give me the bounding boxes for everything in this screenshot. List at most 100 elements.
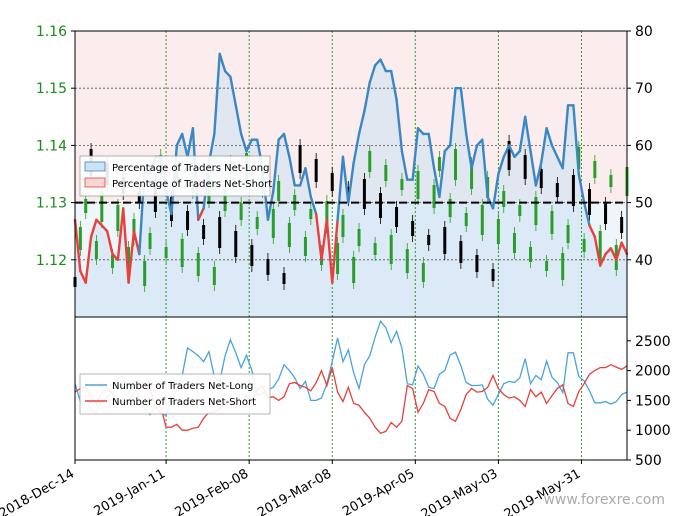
sentiment-segment <box>282 132 291 159</box>
price-candle <box>529 247 533 262</box>
legend-swatch <box>84 161 106 172</box>
legend-box <box>79 373 271 415</box>
price-candle <box>287 223 291 247</box>
left-tick-label: 1.13 <box>36 196 67 212</box>
sentiment-segment <box>459 86 468 136</box>
price-candle <box>378 193 382 218</box>
price-candle <box>400 179 404 190</box>
sentiment-segment <box>314 212 323 261</box>
sentiment-segment <box>234 104 243 136</box>
price-candle <box>416 171 420 199</box>
price-candle <box>282 273 286 284</box>
bottom-legend: Number of Traders Net-Long Number of Trad… <box>79 373 271 415</box>
sentiment-segment <box>534 161 543 187</box>
price-candle <box>352 257 356 283</box>
price-candle <box>534 197 538 225</box>
price-candle <box>502 191 506 207</box>
price-candle <box>303 237 307 256</box>
sentiment-segment <box>309 195 318 216</box>
x-tick-label: 2019-Feb-08 <box>173 466 252 516</box>
price-candle <box>239 203 243 220</box>
price-candle <box>421 263 425 282</box>
price-candle <box>545 261 549 271</box>
sentiment-segment <box>288 155 296 187</box>
price-candle <box>212 267 216 285</box>
price-candle <box>277 181 281 201</box>
sentiment-segment <box>609 247 618 261</box>
price-candle <box>164 247 168 258</box>
price-candle <box>491 269 495 281</box>
sentiment-segment <box>465 132 473 170</box>
sentiment-segment <box>352 132 361 164</box>
right-tick-label: 40 <box>635 253 653 269</box>
x-tick-label: 2019-Jan-11 <box>91 466 168 516</box>
sentiment-segment <box>95 218 103 227</box>
right-tick-label: 70 <box>635 81 653 97</box>
right-tick-label: 60 <box>635 138 653 154</box>
sentiment-segment <box>620 241 629 256</box>
price-candle <box>132 219 136 240</box>
sentiment-segment <box>223 69 232 78</box>
sentiment-segment <box>593 235 602 267</box>
sentiment-segment <box>529 149 538 187</box>
left-tick-label: 1.12 <box>36 253 67 269</box>
sentiment-segment <box>298 167 307 187</box>
price-candle <box>218 217 222 248</box>
sentiment-segment <box>218 52 227 73</box>
count-tick-label: 2500 <box>635 334 671 350</box>
x-tick-label: 2019-May-03 <box>419 466 501 516</box>
price-candle <box>389 235 393 264</box>
sentiment-segment <box>470 144 479 170</box>
sentiment-segment <box>336 155 345 221</box>
price-candle <box>523 155 527 179</box>
price-candle <box>362 179 366 209</box>
sentiment-segment <box>432 167 441 199</box>
price-candle <box>604 203 608 224</box>
sentiment-segment <box>604 247 613 256</box>
count-tick-label: 2000 <box>635 364 671 380</box>
sentiment-segment <box>518 115 527 153</box>
price-candle <box>384 165 388 181</box>
price-candle <box>336 243 340 274</box>
sentiment-segment <box>325 218 334 284</box>
sentiment-segment <box>502 144 511 159</box>
x-tick-label: 2019-Mar-08 <box>255 466 334 516</box>
sentiment-segment <box>245 138 254 153</box>
price-candle <box>395 207 399 227</box>
price-candle <box>464 213 468 226</box>
price-candle <box>330 173 334 191</box>
sentiment-segment <box>116 207 125 261</box>
sentiment-segment <box>491 172 500 210</box>
price-candle <box>84 199 88 213</box>
sentiment-segment <box>100 224 109 233</box>
price-candle <box>309 209 313 219</box>
price-candle <box>180 239 184 267</box>
sentiment-segment <box>180 132 189 159</box>
sentiment-segment <box>389 69 398 101</box>
sentiment-segment <box>561 104 570 170</box>
price-candle <box>325 201 329 228</box>
right-tick-label: 50 <box>635 196 653 212</box>
legend-label: Percentage of Traders Net-Short <box>112 179 272 190</box>
price-candle <box>582 239 586 252</box>
price-candle <box>357 229 361 246</box>
price-candle <box>598 231 602 261</box>
price-candle <box>314 159 318 182</box>
sentiment-segment <box>89 218 98 239</box>
sentiment-segment <box>545 127 554 147</box>
sentiment-segment <box>363 81 371 113</box>
legend-label: Percentage of Traders Net-Long <box>112 163 270 174</box>
sentiment-segment <box>320 218 329 261</box>
count-tick-label: 1000 <box>635 423 671 439</box>
price-candle <box>100 191 104 222</box>
left-tick-label: 1.15 <box>36 81 67 97</box>
price-candle <box>234 231 238 257</box>
price-candle <box>609 175 613 187</box>
sentiment-segment <box>550 144 559 159</box>
price-candle <box>202 225 206 239</box>
price-candle <box>561 253 565 280</box>
sentiment-segment <box>588 224 597 239</box>
sentiment-segment <box>357 109 366 136</box>
sentiment-segment <box>438 149 446 199</box>
price-candle <box>454 149 458 180</box>
